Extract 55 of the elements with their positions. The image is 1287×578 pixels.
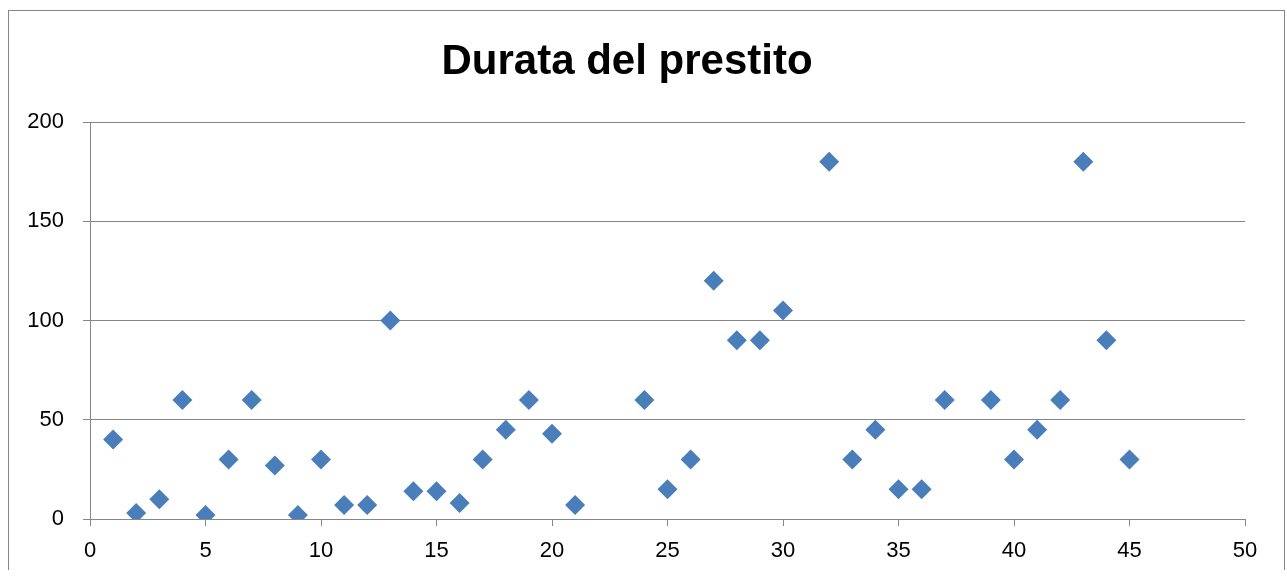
y-tick-label: 100 <box>27 306 64 332</box>
point <box>703 270 724 291</box>
point <box>749 330 770 351</box>
point <box>726 330 747 351</box>
x-tick-label: 45 <box>1117 537 1142 563</box>
x-tick-label: 15 <box>424 537 449 563</box>
point <box>657 479 678 500</box>
point <box>1073 151 1094 172</box>
point <box>518 389 539 410</box>
point <box>1027 419 1048 440</box>
point <box>264 455 285 476</box>
point <box>565 495 586 516</box>
point <box>888 479 909 500</box>
chart-title: Durata del prestito <box>441 36 813 84</box>
x-tick-label: 10 <box>308 537 334 563</box>
y-tick-label: 50 <box>39 405 64 431</box>
point <box>403 481 424 502</box>
y-tick-label: 0 <box>51 505 64 531</box>
x-tick-label: 30 <box>770 537 796 563</box>
point <box>842 449 863 470</box>
point <box>680 449 701 470</box>
point <box>103 429 124 450</box>
point <box>542 423 562 444</box>
point <box>934 389 955 410</box>
point <box>426 481 447 502</box>
point <box>241 389 262 410</box>
x-tick-label: 40 <box>1001 537 1027 563</box>
point <box>495 419 516 440</box>
point <box>380 310 401 331</box>
point <box>865 419 886 440</box>
point <box>357 495 378 516</box>
point <box>1050 389 1071 410</box>
x-tick-label: 0 <box>83 537 97 563</box>
y-tick-label: 200 <box>27 108 64 134</box>
y-tick-label: 150 <box>27 207 64 233</box>
point <box>980 389 1001 410</box>
point <box>172 389 193 410</box>
point <box>634 389 655 410</box>
point <box>334 495 355 516</box>
point <box>311 449 331 470</box>
x-tick-label: 5 <box>199 537 212 563</box>
x-tick-label: 20 <box>539 537 565 563</box>
x-tick-label: 35 <box>886 537 911 563</box>
point <box>819 151 840 172</box>
point <box>773 300 793 321</box>
point <box>149 489 170 510</box>
point <box>449 493 470 514</box>
point <box>1119 449 1140 470</box>
x-tick-label: 50 <box>1232 537 1258 563</box>
x-tick-label: 25 <box>655 537 680 563</box>
point <box>1096 330 1117 351</box>
point <box>1004 449 1024 470</box>
point <box>218 449 239 470</box>
point <box>911 479 932 500</box>
point <box>472 449 493 470</box>
